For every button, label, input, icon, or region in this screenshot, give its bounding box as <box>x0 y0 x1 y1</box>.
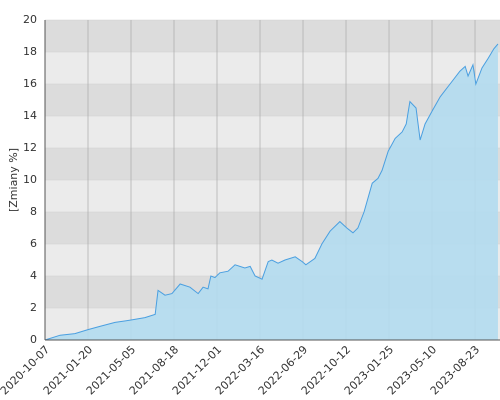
grid-band <box>45 84 500 116</box>
line <box>44 43 499 341</box>
grid-band <box>45 52 500 84</box>
y-tick-label: 4 <box>30 269 37 282</box>
y-tick-label: 18 <box>23 45 37 58</box>
y-tick-label: 16 <box>23 77 37 90</box>
y-tick-label: 12 <box>23 141 37 154</box>
y-tick-label: 20 <box>23 13 37 26</box>
y-tick-label: 0 <box>30 333 37 346</box>
area <box>45 44 498 340</box>
y-tick-label: 8 <box>30 205 37 218</box>
grid-band <box>45 20 500 52</box>
y-tick-label: 2 <box>30 301 37 314</box>
y-axis-label: [Zmiany %] <box>7 148 20 212</box>
y-tick-label: 14 <box>23 109 37 122</box>
y-tick-label: 6 <box>30 237 37 250</box>
y-tick-label: 10 <box>23 173 37 186</box>
